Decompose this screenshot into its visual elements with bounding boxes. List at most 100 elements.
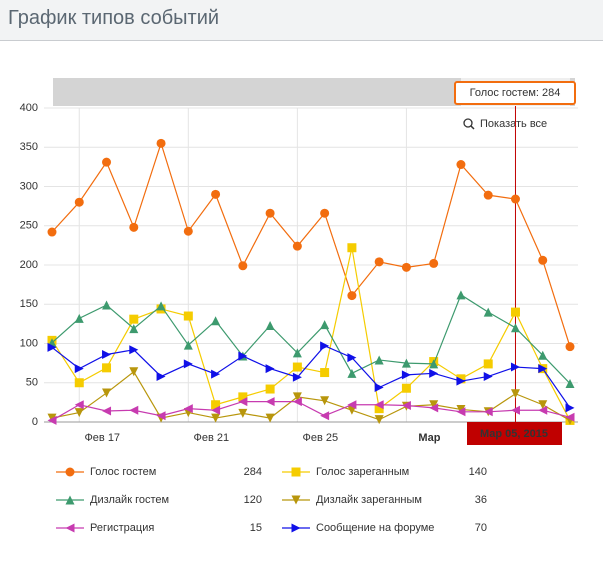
- point: [265, 413, 275, 423]
- point: [374, 382, 384, 392]
- point: [347, 291, 357, 301]
- zoom-button[interactable]: Показать все: [480, 118, 547, 130]
- point: [374, 404, 384, 414]
- point: [510, 323, 520, 333]
- series-line: [51, 141, 571, 347]
- legend-item[interactable]: Голос зареганным 140: [282, 466, 487, 478]
- point: [183, 404, 193, 414]
- point: [347, 400, 357, 410]
- point: [510, 362, 520, 372]
- point: [238, 261, 248, 271]
- y-tick-label: 50: [26, 377, 38, 389]
- legend-item[interactable]: Дизлайк зареганным 36: [282, 494, 487, 506]
- legend-label: Дизлайк гостем: [90, 494, 169, 506]
- series-line: [51, 247, 571, 421]
- tooltip: [454, 81, 576, 106]
- legend-item[interactable]: Дизлайк гостем 120: [56, 494, 262, 506]
- point: [211, 400, 221, 410]
- legend-label: Голос гостем: [90, 466, 156, 478]
- header: График типов событий: [0, 0, 603, 41]
- point: [320, 411, 330, 421]
- point: [183, 359, 193, 369]
- point: [211, 316, 221, 326]
- point: [102, 157, 112, 167]
- point: [238, 392, 248, 402]
- y-tick-label: 100: [20, 337, 38, 349]
- series: [47, 290, 575, 389]
- point: [510, 194, 520, 204]
- x-tick-label: Фев 25: [303, 432, 339, 444]
- point: [565, 379, 575, 389]
- point: [510, 405, 520, 415]
- point: [538, 350, 548, 360]
- legend-item[interactable]: Регистрация 15: [56, 522, 262, 534]
- point: [129, 367, 139, 377]
- point: [102, 406, 112, 416]
- point: [129, 405, 139, 415]
- point: [347, 368, 357, 378]
- point: [102, 363, 112, 373]
- point: [129, 222, 139, 232]
- point: [401, 383, 411, 393]
- legend-value: 120: [244, 494, 262, 506]
- point: [74, 313, 84, 323]
- zoom-reset[interactable]: Показать все: [463, 118, 547, 130]
- point: [510, 307, 520, 317]
- point: [74, 197, 84, 207]
- y-tick-label: 350: [20, 141, 38, 153]
- tooltip-text: Голос гостем: 284: [470, 87, 561, 99]
- point: [347, 353, 357, 363]
- point: [429, 359, 439, 369]
- point: [156, 411, 166, 421]
- header-title: График типов событий: [8, 7, 220, 29]
- point: [156, 371, 166, 381]
- y-tick-label: 200: [20, 259, 38, 271]
- point: [401, 401, 411, 411]
- point: [292, 362, 302, 372]
- point: [47, 227, 57, 237]
- point: [456, 290, 466, 300]
- point: [429, 258, 439, 268]
- point: [320, 208, 330, 218]
- point: [102, 388, 112, 398]
- point: [538, 405, 548, 415]
- point: [292, 392, 302, 402]
- legend-marker: [291, 523, 301, 533]
- legend-marker: [65, 523, 75, 533]
- point: [538, 255, 548, 265]
- point: [483, 307, 493, 317]
- point: [74, 400, 84, 410]
- point: [320, 396, 330, 406]
- legend-label: Сообщение на форуме: [316, 522, 434, 534]
- point: [429, 368, 439, 378]
- point: [320, 320, 330, 330]
- point: [483, 190, 493, 200]
- legend-item[interactable]: Сообщение на форуме 70: [282, 522, 487, 534]
- point: [292, 241, 302, 251]
- point: [238, 397, 248, 407]
- legend-value: 70: [475, 522, 487, 534]
- y-tick-label: 0: [32, 416, 38, 428]
- point: [74, 364, 84, 374]
- point: [47, 342, 57, 352]
- point: [320, 341, 330, 351]
- point: [183, 226, 193, 236]
- point: [238, 408, 248, 418]
- zoom-icon: [470, 125, 475, 130]
- series: [47, 243, 575, 425]
- point: [211, 189, 221, 199]
- legend-item[interactable]: Голос гостем 284: [56, 466, 262, 478]
- point: [429, 403, 439, 413]
- point: [374, 400, 384, 410]
- zoom-icon: [463, 118, 473, 128]
- y-tick-label: 300: [20, 180, 38, 192]
- point: [183, 340, 193, 350]
- x-tick-label: Фев 17: [84, 432, 120, 444]
- point: [156, 301, 166, 311]
- series-line: [51, 293, 571, 384]
- point: [211, 413, 221, 423]
- point: [347, 243, 357, 253]
- point: [565, 403, 575, 413]
- y-tick-label: 250: [20, 220, 38, 232]
- point: [265, 364, 275, 374]
